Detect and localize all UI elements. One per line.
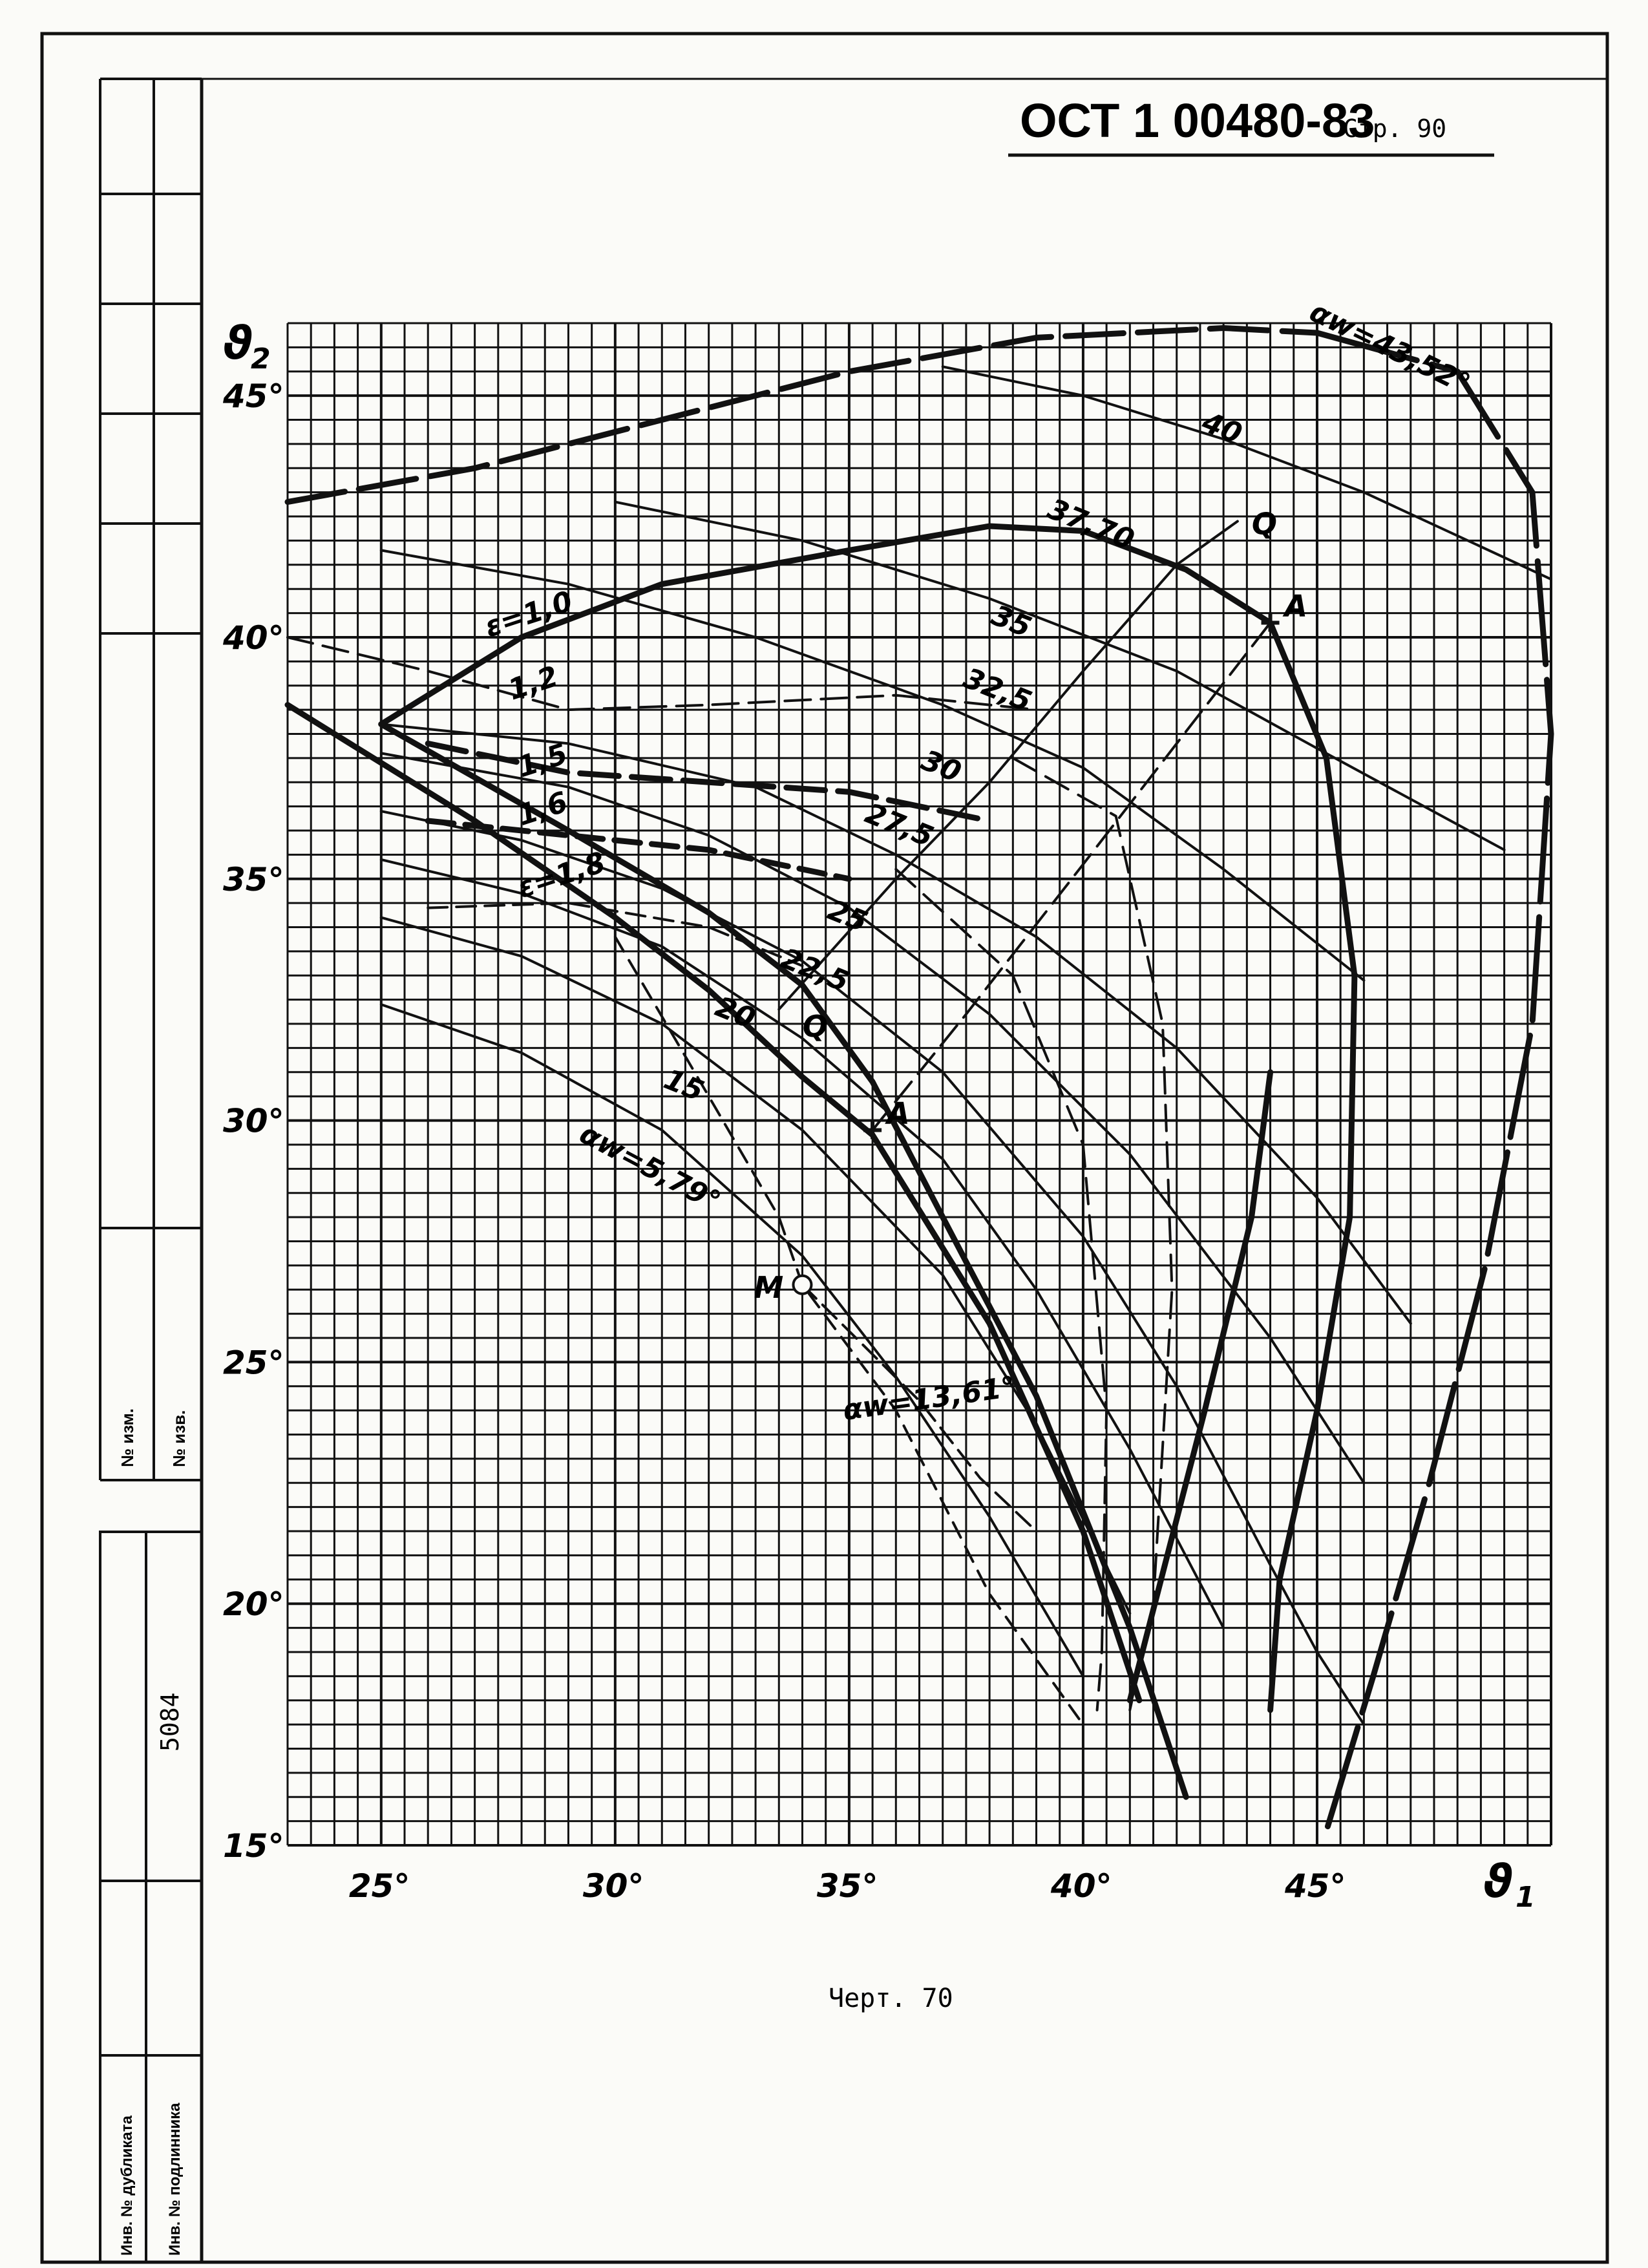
y-axis-subscript: 2 xyxy=(251,343,271,376)
chart-points: A A Q Q M xyxy=(754,507,1307,1305)
x-axis-symbol: ϑ xyxy=(1483,1855,1513,1908)
stamp-inv-duplicate: Инв. № дубликата xyxy=(118,2115,136,2256)
x-tick-label: 30° xyxy=(583,1867,644,1905)
y-axis-symbol: ϑ xyxy=(223,317,253,370)
epsilon-1-6 xyxy=(425,818,852,882)
chart-curves xyxy=(284,325,1554,1834)
alpha-label: αw=13,61° xyxy=(841,1370,1017,1427)
q-line-straight xyxy=(777,520,1239,1011)
locus-dashed-3 xyxy=(1011,756,1174,1712)
page-label: Стр. 90 xyxy=(1343,114,1446,143)
point-label: M xyxy=(754,1270,783,1305)
envelope-main xyxy=(378,721,1189,1800)
point-label: A xyxy=(885,1096,910,1131)
contour-label: 37,70 xyxy=(1043,493,1139,556)
contour-label: 25 xyxy=(823,893,872,938)
y-tick-label: 40° xyxy=(222,619,284,657)
y-tick-label: 45° xyxy=(222,377,284,415)
axis-ticks: 25° 30° 35° 40° 45° 15° 20° 25° 30° 35° 40° 45° xyxy=(222,377,1346,1905)
epsilon-1-2 xyxy=(286,636,1038,712)
alpha-43-outer xyxy=(1314,330,1554,1834)
epsilon-1-5 xyxy=(425,740,993,824)
y-tick-label: 20° xyxy=(223,1585,284,1623)
isoline-35 xyxy=(613,500,1506,851)
chart-labels: 4037,703532,53027,52522,52015ε=1,01,21,5… xyxy=(481,295,1475,1427)
alpha-43-inner-loop xyxy=(1267,620,1358,1713)
point-label: Q xyxy=(1252,507,1277,542)
y-tick-label: 25° xyxy=(223,1344,284,1381)
m-line-dashed xyxy=(801,1283,1038,1532)
stamp-izm-1: № изм. xyxy=(118,1408,137,1467)
x-axis-title: ϑ 1 xyxy=(1483,1855,1536,1914)
x-tick-label: 35° xyxy=(817,1867,878,1905)
epsilon-1-8 xyxy=(427,902,804,968)
outer-frame xyxy=(40,32,1609,2264)
standard-number: ОСТ 1 00480-83 xyxy=(1020,94,1375,147)
isoline-30 xyxy=(379,723,1412,1325)
epsilon-label: 1,2 xyxy=(504,660,562,707)
x-tick-label: 25° xyxy=(349,1867,410,1905)
isoline-25 xyxy=(379,810,1366,1726)
chart-grid xyxy=(286,322,1552,1847)
epsilon-top-curve xyxy=(284,325,1320,505)
x-tick-label: 45° xyxy=(1284,1867,1346,1905)
stamp-izm-2: № изв. xyxy=(169,1410,189,1467)
epsilon-1-0 xyxy=(378,523,1274,727)
x-axis-subscript: 1 xyxy=(1516,1881,1536,1914)
envelope-second xyxy=(284,702,1143,1704)
isoline-40 xyxy=(941,365,1552,581)
isoline-22-5 xyxy=(379,858,1225,1629)
contour-label: 15 xyxy=(659,1063,708,1108)
isoline-32-5 xyxy=(379,549,1366,982)
point-label: Q xyxy=(803,1009,828,1044)
figure-caption: Черт. 70 xyxy=(829,1984,953,2013)
point-marker xyxy=(792,1274,813,1295)
point-marker xyxy=(863,1121,882,1139)
isoline-27-5 xyxy=(379,752,1366,1485)
x-tick-label: 40° xyxy=(1050,1867,1112,1905)
point-label: A xyxy=(1283,589,1308,624)
point-marker xyxy=(1261,613,1280,632)
stamp-column xyxy=(99,78,203,2263)
y-tick-label: 35° xyxy=(223,861,284,898)
y-axis-title: ϑ 2 xyxy=(223,317,271,376)
isoline-15 xyxy=(379,1003,1084,1678)
stamp-inv-original: Инв. № подлинника xyxy=(166,2103,184,2256)
y-tick-label: 30° xyxy=(223,1103,284,1140)
a-line-dashed xyxy=(871,621,1272,1132)
alpha-13-branch xyxy=(1126,1069,1274,1704)
locus-dashed-2 xyxy=(894,867,1108,1712)
y-tick-label: 15° xyxy=(223,1827,284,1865)
stamp-number: 5084 xyxy=(156,1692,184,1752)
